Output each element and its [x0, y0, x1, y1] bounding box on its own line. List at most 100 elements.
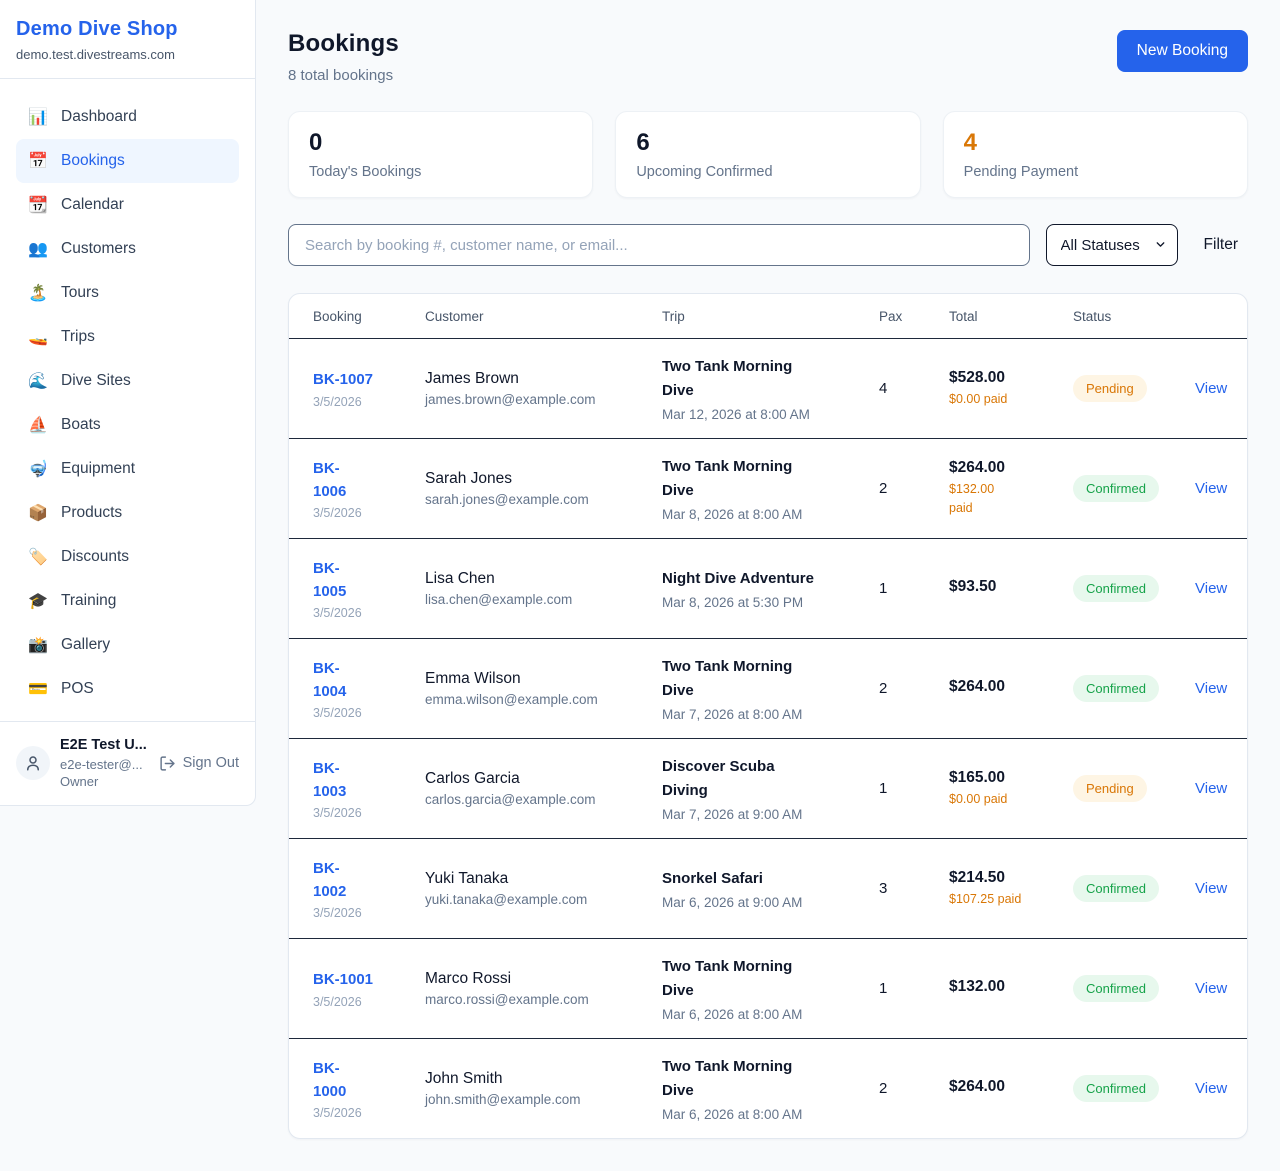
- sidebar-item-dive-sites[interactable]: 🌊 Dive Sites: [16, 359, 239, 403]
- sidebar-item-bookings[interactable]: 📅 Bookings: [16, 139, 239, 183]
- speedboat-icon: 🚤: [28, 329, 48, 346]
- booking-date: 3/5/2026: [313, 606, 362, 621]
- sidebar-item-label: POS: [61, 680, 94, 697]
- brand-domain: demo.test.divestreams.com: [16, 47, 175, 62]
- sidebar: Demo Dive Shop demo.test.divestreams.com…: [0, 0, 256, 806]
- brand-title: Demo Dive Shop: [16, 18, 178, 40]
- pax-count: 2: [879, 480, 888, 497]
- table-row: BK- 1003 3/5/2026 Carlos Garcia carlos.g…: [289, 738, 1247, 838]
- sidebar-item-trips[interactable]: 🚤 Trips: [16, 315, 239, 359]
- table-row: BK- 1004 3/5/2026 Emma Wilson emma.wilso…: [289, 638, 1247, 738]
- stat-card: 4 Pending Payment: [942, 111, 1248, 198]
- status-badge: Confirmed: [1073, 975, 1159, 1002]
- view-link[interactable]: View: [1195, 379, 1228, 397]
- booking-id-link[interactable]: BK- 1006: [313, 459, 347, 500]
- sidebar-item-boats[interactable]: ⛵ Boats: [16, 403, 239, 447]
- table-row: BK-1001 3/5/2026 Marco Rossi marco.rossi…: [289, 938, 1247, 1038]
- people-icon: 👥: [28, 241, 48, 258]
- sidebar-item-training[interactable]: 🎓 Training: [16, 579, 239, 623]
- customer-email: emma.wilson@example.com: [425, 692, 598, 707]
- sidebar-item-discounts[interactable]: 🏷️ Discounts: [16, 535, 239, 579]
- search-input[interactable]: [288, 224, 1030, 266]
- total-amount: $264.00: [949, 1078, 1006, 1095]
- sidebar-item-label: Customers: [61, 240, 136, 257]
- user-section: E2E Test U... e2e-tester@... Owner Sign …: [0, 721, 255, 805]
- trip-datetime: Mar 12, 2026 at 8:00 AM: [662, 407, 810, 422]
- view-link[interactable]: View: [1195, 879, 1228, 897]
- col-pax: Pax: [879, 309, 903, 324]
- bar-chart-icon: 📊: [28, 109, 48, 126]
- booking-id-link[interactable]: BK-1001: [313, 971, 374, 989]
- col-trip: Trip: [662, 309, 685, 324]
- sidebar-item-customers[interactable]: 👥 Customers: [16, 227, 239, 271]
- booking-date: 3/5/2026: [313, 1106, 362, 1121]
- table-row: BK- 1005 3/5/2026 Lisa Chen lisa.chen@ex…: [289, 538, 1247, 638]
- sidebar-item-calendar[interactable]: 📆 Calendar: [16, 183, 239, 227]
- trip-name: Discover Scuba Diving: [662, 758, 775, 799]
- view-link[interactable]: View: [1195, 579, 1228, 597]
- status-select-wrap: All Statuses: [1045, 224, 1178, 266]
- sidebar-item-equipment[interactable]: 🤿 Equipment: [16, 447, 239, 491]
- booking-id-link[interactable]: BK- 1005: [313, 559, 347, 600]
- customer-name: Lisa Chen: [425, 570, 495, 587]
- total-amount: $214.50: [949, 868, 1006, 886]
- trip-datetime: Mar 8, 2026 at 5:30 PM: [662, 595, 804, 610]
- view-link[interactable]: View: [1195, 1079, 1228, 1097]
- stat-value: 0: [309, 129, 323, 156]
- stat-value: 6: [636, 129, 650, 156]
- brand-block: Demo Dive Shop demo.test.divestreams.com: [0, 0, 255, 79]
- view-link[interactable]: View: [1195, 679, 1228, 697]
- view-link[interactable]: View: [1195, 779, 1228, 797]
- table-row: BK-1007 3/5/2026 James Brown james.brown…: [289, 338, 1247, 438]
- sign-out-label: Sign Out: [182, 755, 239, 772]
- table-header-row: Booking Customer Trip Pax Total Status: [289, 294, 1247, 338]
- pax-count: 2: [879, 680, 888, 697]
- customer-name: Yuki Tanaka: [425, 870, 509, 887]
- status-badge: Pending: [1073, 775, 1147, 802]
- main-content: Bookings 8 total bookings New Booking 0 …: [256, 0, 1280, 1171]
- trip-name: Two Tank Morning Dive: [662, 358, 793, 399]
- total-amount: $165.00: [949, 768, 1006, 786]
- trip-datetime: Mar 6, 2026 at 8:00 AM: [662, 1107, 803, 1122]
- total-amount: $93.50: [949, 578, 997, 595]
- col-customer: Customer: [425, 309, 484, 324]
- booking-id-link[interactable]: BK- 1000: [313, 1059, 347, 1100]
- filter-button[interactable]: Filter: [1194, 236, 1248, 254]
- new-booking-button[interactable]: New Booking: [1116, 30, 1248, 72]
- view-link[interactable]: View: [1195, 479, 1228, 497]
- sidebar-item-gallery[interactable]: 📸 Gallery: [16, 623, 239, 667]
- sidebar-item-products[interactable]: 📦 Products: [16, 491, 239, 535]
- booking-id-link[interactable]: BK- 1003: [313, 759, 347, 800]
- total-amount: $528.00: [949, 368, 1006, 386]
- customer-email: carlos.garcia@example.com: [425, 792, 596, 807]
- sign-out-button[interactable]: Sign Out: [159, 755, 239, 772]
- view-link[interactable]: View: [1195, 979, 1228, 997]
- booking-date: 3/5/2026: [313, 394, 362, 409]
- trip-name: Two Tank Morning Dive: [662, 658, 793, 699]
- trip-datetime: Mar 7, 2026 at 8:00 AM: [662, 707, 803, 722]
- col-booking: Booking: [313, 309, 362, 324]
- table-row: BK- 1006 3/5/2026 Sarah Jones sarah.jone…: [289, 438, 1247, 538]
- sidebar-item-dashboard[interactable]: 📊 Dashboard: [16, 95, 239, 139]
- sidebar-item-label: Training: [61, 592, 117, 609]
- paid-amount: $0.00 paid: [949, 391, 1008, 406]
- package-icon: 📦: [28, 505, 48, 522]
- sidebar-item-tours[interactable]: 🏝️ Tours: [16, 271, 239, 315]
- booking-id-link[interactable]: BK- 1002: [313, 859, 347, 900]
- sidebar-nav: 📊 Dashboard 📅 Bookings 📆 Calendar 👥 Cust…: [0, 79, 255, 721]
- table-row: BK- 1002 3/5/2026 Yuki Tanaka yuki.tanak…: [289, 838, 1247, 938]
- status-badge: Confirmed: [1073, 875, 1159, 902]
- paid-amount: $0.00 paid: [949, 791, 1008, 806]
- customer-name: James Brown: [425, 370, 519, 387]
- total-amount: $264.00: [949, 678, 1006, 695]
- status-select[interactable]: All Statuses: [1045, 224, 1178, 266]
- logout-icon: [159, 756, 175, 771]
- sidebar-item-pos[interactable]: 💳 POS: [16, 667, 239, 711]
- stat-label: Today's Bookings: [309, 164, 422, 180]
- bookings-count: 8 total bookings: [288, 67, 394, 84]
- booking-id-link[interactable]: BK-1007: [313, 371, 374, 389]
- booking-date: 3/5/2026: [313, 706, 362, 721]
- sidebar-item-label: Calendar: [61, 196, 124, 213]
- sidebar-item-label: Dive Sites: [61, 372, 131, 389]
- booking-id-link[interactable]: BK- 1004: [313, 659, 347, 700]
